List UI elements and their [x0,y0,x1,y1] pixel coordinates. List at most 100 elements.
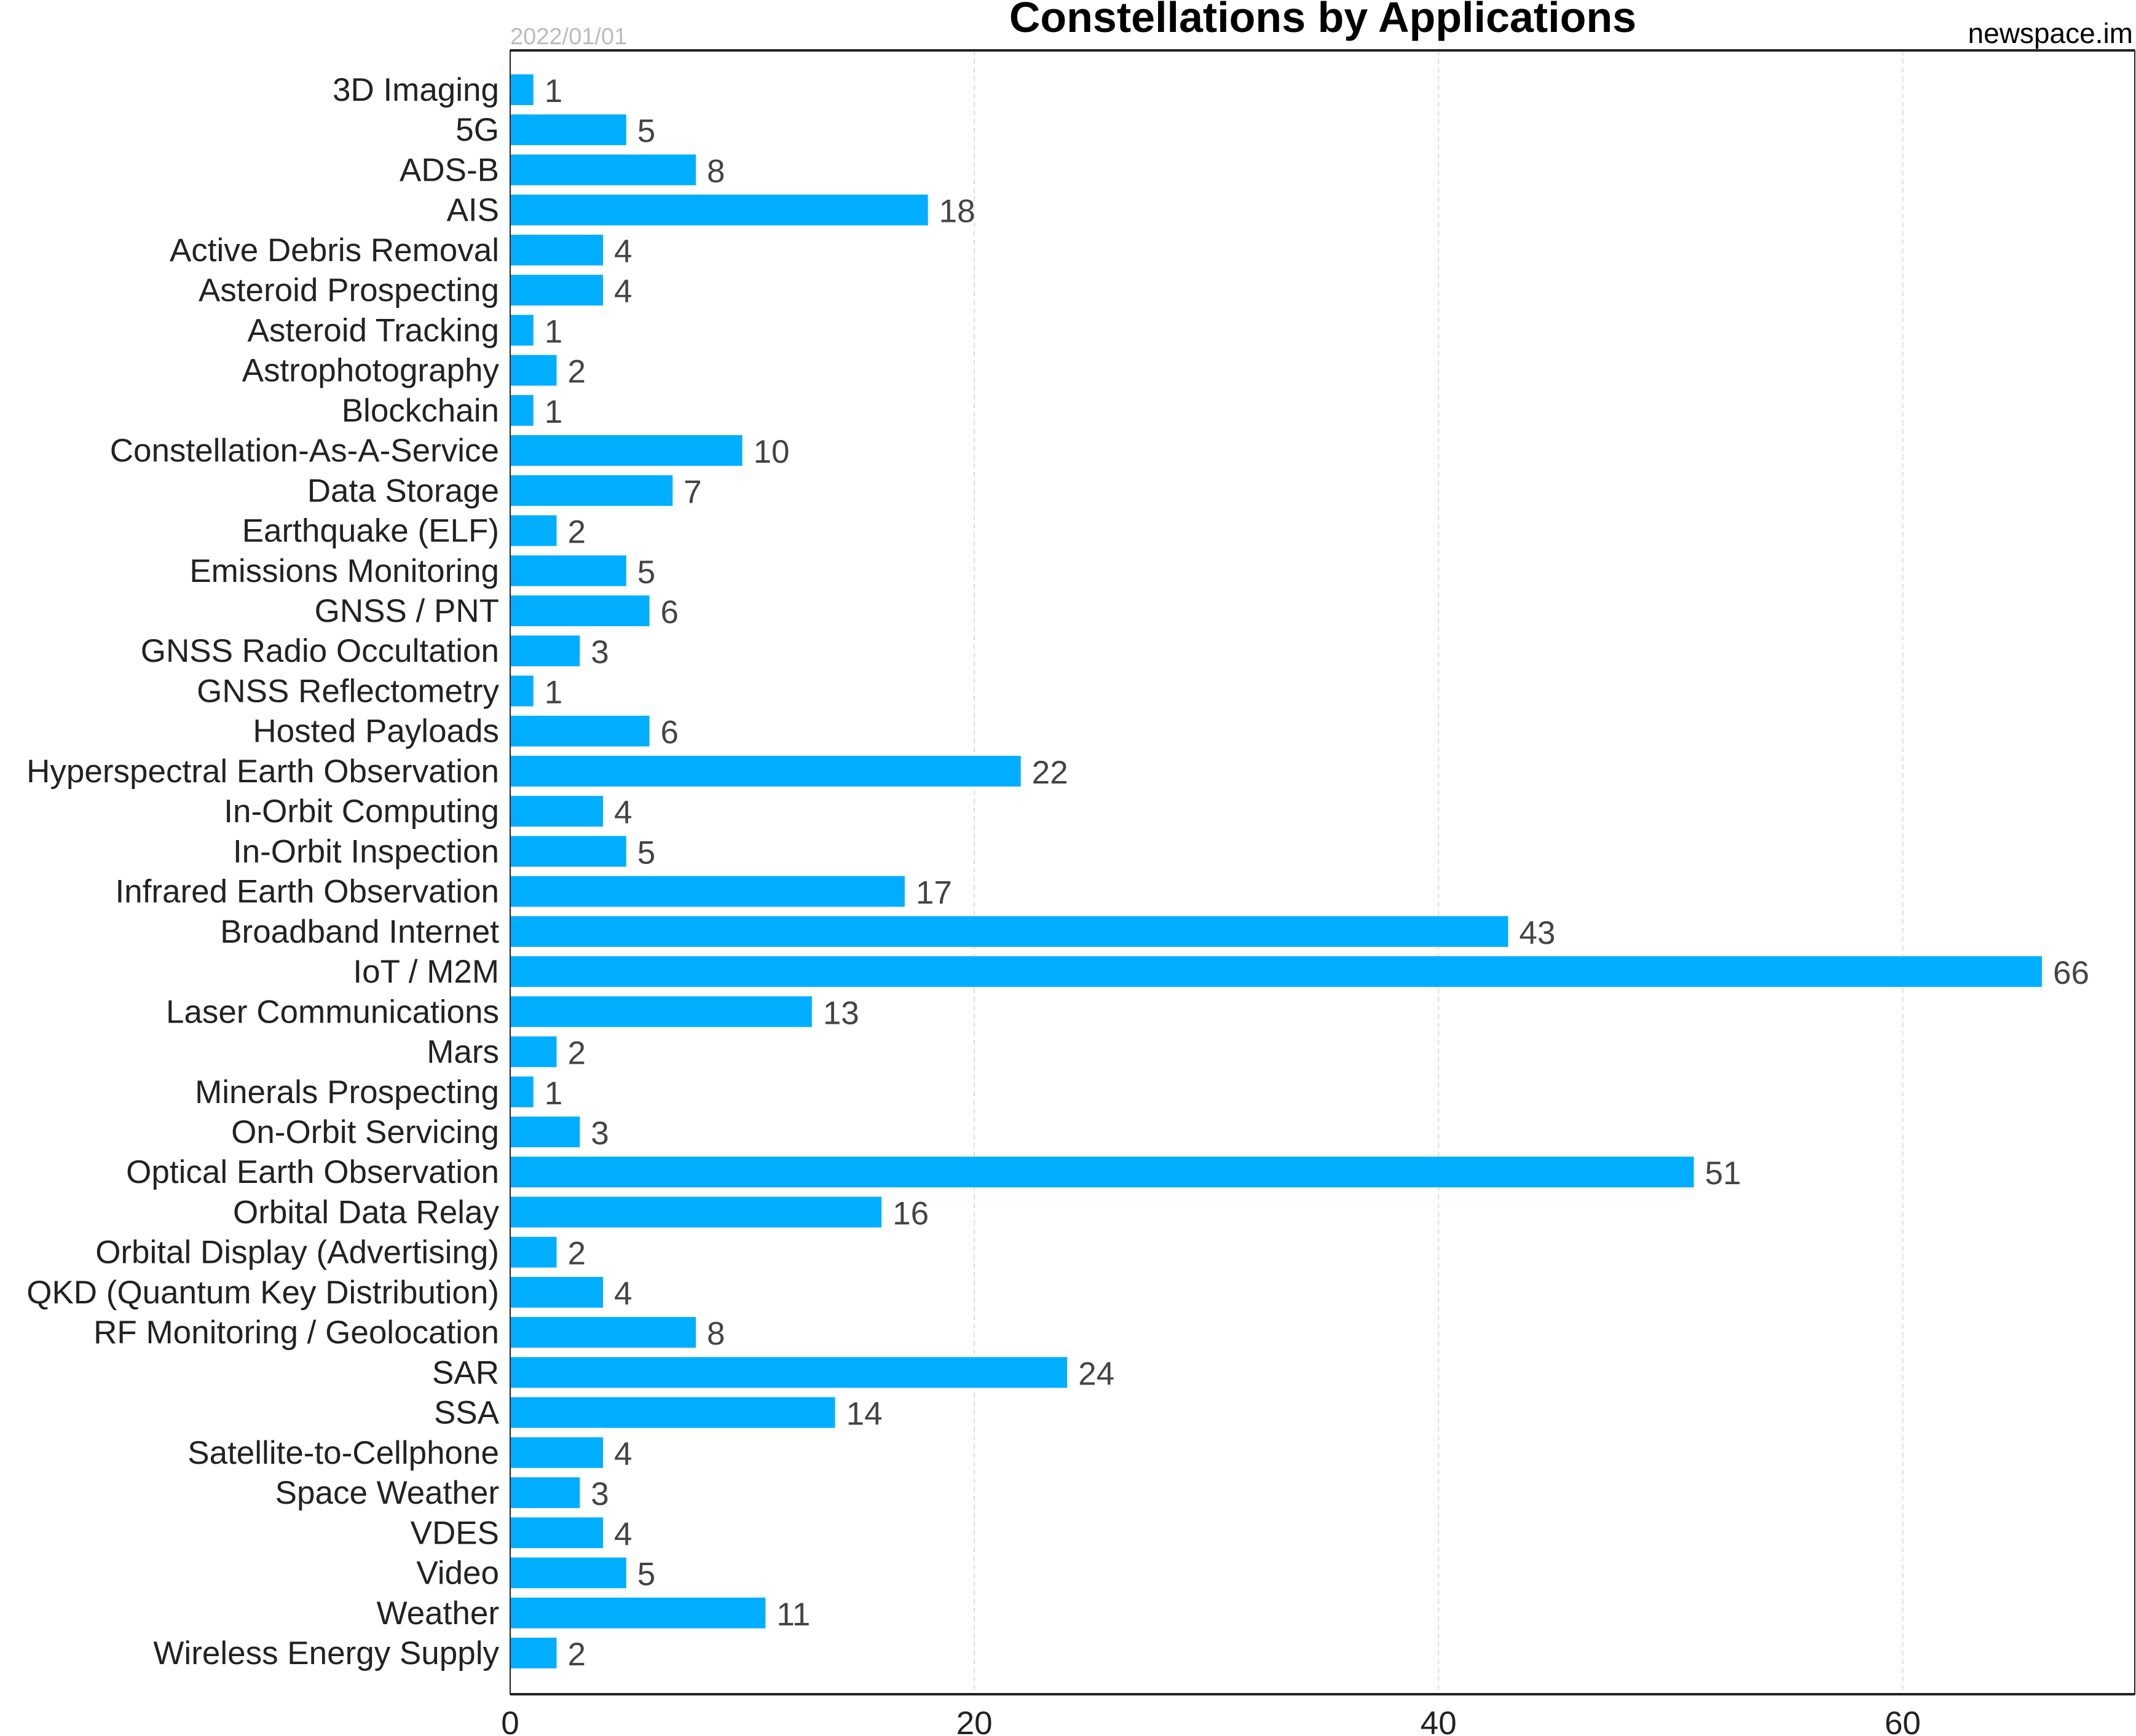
plot-frame [510,50,2135,1695]
bar [510,315,534,346]
value-label: 2 [568,514,586,551]
bar [510,1557,626,1589]
bar [510,1477,580,1509]
category-label: ADS-B [400,152,499,188]
bar [510,194,928,226]
category-label: Video [416,1555,499,1592]
category-label: Emissions Monitoring [189,553,499,589]
value-label: 6 [661,715,679,751]
bar [510,916,1508,947]
category-label: SSA [434,1395,500,1431]
value-label: 5 [637,1557,655,1593]
value-label: 11 [776,1597,810,1633]
value-label: 13 [823,995,859,1031]
bar [510,154,696,186]
bar [510,475,673,506]
value-label: 10 [754,434,790,470]
bar [510,796,604,827]
bar [510,74,534,105]
value-label: 8 [707,153,725,189]
value-label: 3 [591,634,609,670]
bar [510,435,743,466]
value-label: 8 [707,1316,725,1352]
value-label: 1 [545,313,562,350]
value-label: 1 [545,674,562,710]
category-label: Minerals Prospecting [195,1074,499,1110]
value-label: 5 [637,554,655,591]
value-label: 22 [1032,755,1068,791]
bar [510,956,2042,988]
bar [510,234,604,265]
value-label: 18 [939,194,975,230]
value-label: 4 [614,1516,632,1552]
category-label: GNSS Radio Occultation [141,633,499,669]
category-label: 3D Imaging [333,72,499,108]
source-label: newspace.im [1968,17,2133,49]
bar [510,555,626,586]
bar [510,635,580,667]
category-label: Asteroid Prospecting [199,272,499,308]
category-label: Orbital Display (Advertising) [95,1235,499,1271]
category-label: Laser Communications [166,994,499,1030]
category-label: Hosted Payloads [253,713,499,750]
value-label: 4 [614,795,632,831]
bar [510,114,626,146]
value-label: 66 [2053,955,2089,991]
category-label: In-Orbit Inspection [233,833,499,870]
category-label: IoT / M2M [353,954,499,990]
bar [510,1437,604,1468]
value-label: 1 [545,73,562,109]
category-label: RF Monitoring / Geolocation [93,1314,499,1351]
category-label: Asteroid Tracking [248,312,499,348]
category-label: Broadband Internet [220,914,499,950]
bar [510,836,626,867]
category-label: Earthquake (ELF) [242,513,499,549]
category-label: Infrared Earth Observation [115,874,499,910]
value-label: 3 [591,1476,609,1512]
value-label: 2 [568,1236,586,1272]
category-label: SAR [432,1354,499,1391]
value-label: 2 [568,1035,586,1072]
category-label: QKD (Quantum Key Distribution) [26,1275,499,1311]
bar [510,1157,1694,1188]
value-label: 16 [893,1195,929,1231]
bar [510,996,812,1027]
x-tick-label: 0 [501,1705,519,1736]
value-label: 5 [637,835,655,871]
bar [510,1317,696,1348]
category-label: 5G [455,112,499,148]
value-label: 17 [916,875,952,911]
value-label: 14 [846,1396,883,1432]
bar [510,1117,580,1147]
value-label: 4 [614,273,632,310]
value-label: 1 [545,394,562,430]
category-label: Satellite-to-Cellphone [187,1435,499,1471]
value-label: 6 [661,594,679,630]
x-tick-label: 60 [1885,1705,1921,1736]
value-label: 7 [684,474,701,510]
category-label: Hyperspectral Earth Observation [26,753,499,790]
chart-title: Constellations by Applications [1009,0,1636,41]
category-label: Data Storage [307,473,499,509]
category-label: Wireless Energy Supply [153,1635,499,1671]
category-label: Orbital Data Relay [233,1194,500,1230]
category-label: On-Orbit Servicing [231,1114,499,1150]
bar [510,675,534,707]
category-label: Constellation-As-A-Service [110,433,499,469]
value-label: 1 [545,1075,562,1112]
category-label: GNSS Reflectometry [197,673,499,709]
date-label: 2022/01/01 [510,24,627,50]
grid-lines [974,50,1904,1694]
bar [510,876,905,907]
bar [510,755,1021,787]
bar [510,395,534,426]
bar [510,1036,557,1067]
value-label: 43 [1519,915,1556,951]
category-label: Blockchain [342,393,499,429]
value-label: 2 [568,354,586,390]
bar [510,1638,557,1668]
bar [510,1597,766,1628]
bar [510,275,604,306]
category-label: Astrophotography [242,353,500,389]
